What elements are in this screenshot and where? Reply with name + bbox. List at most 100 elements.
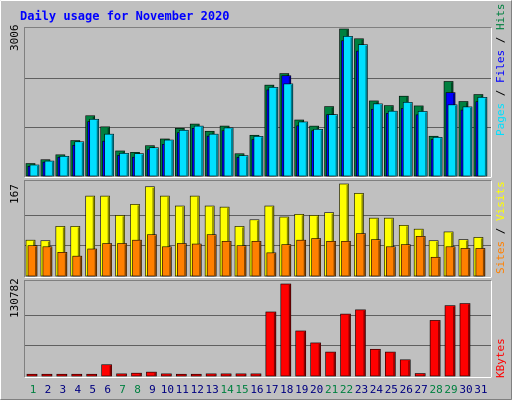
pages-bar-20 — [313, 128, 323, 177]
kbytes-bar-25-fill — [385, 351, 396, 377]
x-axis-labels: 1 2 3 4 5 6 7 8 9 10 11 12 13 14 15 16 17 18 19 20 21 22 23 24 2… — [30, 383, 488, 396]
pages-bar-6 — [104, 133, 114, 177]
kbytes-bar-29-shade — [453, 306, 455, 376]
pages-bar-10-fill — [164, 139, 174, 177]
pages-bar-31-shade — [484, 98, 487, 176]
x-label-8: 8 — [134, 383, 141, 396]
sites-bar-14-shade — [229, 242, 231, 276]
sites-bar-22 — [341, 240, 351, 277]
pages-bar-29-shade — [455, 105, 457, 176]
pages-bar-14-fill — [223, 127, 234, 177]
pages-bar-9-fill — [149, 147, 159, 177]
pages-bar-19-shade — [305, 122, 308, 176]
sites-bar-2-shade — [49, 247, 52, 276]
legend-visits: Visits — [494, 181, 507, 221]
kbytes-bar-23 — [355, 309, 366, 377]
x-label-11: 11 — [176, 383, 189, 396]
kbytes-bar-26-shade — [408, 360, 410, 376]
kbytes-bar-19 — [295, 330, 307, 377]
kbytes-bar-18 — [280, 283, 292, 377]
pages-bar-22 — [343, 36, 353, 177]
pages-bar-13-shade — [216, 135, 218, 176]
legend-visits-sites: Sites / Visits — [494, 181, 507, 274]
kbytes-bar-26-fill — [399, 359, 411, 377]
x-label-18: 18 — [280, 383, 293, 396]
kbytes-bar-10 — [161, 373, 172, 377]
legend-kbytes: KBytes — [494, 338, 507, 378]
sites-bar-11 — [177, 243, 187, 277]
pages-bar-2-fill — [44, 160, 55, 177]
pages-bar-18-shade — [290, 84, 293, 176]
x-label-16: 16 — [250, 383, 263, 396]
visits-bar-12-shade — [197, 197, 199, 276]
sites-bar-26-shade — [408, 245, 410, 276]
pages-bar-8 — [134, 153, 144, 177]
kbytes-ymax-label: 130782 — [8, 278, 21, 318]
pages-bar-31-fill — [477, 97, 488, 177]
kbytes-bar-23-shade — [363, 310, 365, 376]
kbytes-bar-10-shade — [169, 374, 171, 376]
pages-bar-6-shade — [111, 135, 114, 176]
pages-bar-13-fill — [208, 133, 219, 177]
kbytes-bar-30-fill — [459, 303, 471, 377]
pages-bar-11-shade — [186, 131, 188, 176]
kbytes-bar-3 — [56, 373, 68, 377]
kbytes-bar-2 — [41, 373, 53, 377]
sites-bar-9 — [147, 234, 157, 277]
sites-bar-9-shade — [154, 235, 156, 276]
pages-bar-7-shade — [126, 154, 129, 176]
sites-bar-5 — [87, 248, 98, 277]
x-label-2: 2 — [45, 383, 52, 396]
x-label-3: 3 — [60, 383, 67, 396]
pages-bar-17-shade — [275, 88, 278, 176]
kbytes-bar-12-shade — [199, 375, 201, 376]
sites-bar-21 — [326, 240, 336, 277]
sites-bar-23-shade — [363, 234, 365, 276]
x-label-26: 26 — [400, 383, 413, 396]
pages-bar-27-fill — [417, 111, 428, 177]
pages-bar-18-fill — [283, 83, 294, 177]
kbytes-bar-15-fill — [235, 373, 247, 377]
kbytes-bar-22 — [340, 313, 351, 377]
kbytes-bar-24-shade — [378, 350, 380, 376]
kbytes-bar-8-fill — [131, 372, 142, 377]
visits-ymax-label: 167 — [8, 184, 21, 204]
legend-files: Files — [494, 50, 507, 83]
kbytes-bar-6-fill — [101, 364, 112, 377]
pages-bar-5-fill — [89, 118, 100, 177]
sites-bar-12-shade — [199, 245, 201, 276]
sites-bar-9-fill — [147, 234, 157, 277]
sites-bar-1-shade — [35, 246, 37, 276]
kbytes-bar-24 — [370, 348, 381, 377]
sites-bar-13-fill — [206, 234, 217, 277]
sites-bar-6-shade — [109, 244, 112, 276]
sites-bar-2-fill — [42, 246, 53, 277]
sites-bar-14 — [221, 240, 232, 277]
kbytes-bar-10-fill — [161, 373, 172, 377]
pages-bar-28-fill — [432, 137, 443, 177]
sites-bar-11-fill — [177, 243, 187, 277]
pages-bar-19-fill — [298, 121, 309, 177]
kbytes-bar-2-shade — [49, 375, 52, 376]
sites-bar-4-shade — [79, 257, 82, 276]
sites-bar-22-fill — [341, 240, 351, 277]
sites-bar-21-shade — [333, 242, 336, 276]
visits-bar-22-shade — [346, 185, 349, 276]
sites-bar-30 — [460, 248, 471, 277]
kbytes-bar-13-fill — [205, 373, 217, 377]
sites-bar-26 — [400, 244, 411, 277]
pages-bar-23-shade — [365, 45, 367, 177]
x-label-1: 1 — [30, 383, 37, 396]
x-label-9: 9 — [149, 383, 156, 396]
kbytes-bar-16 — [250, 373, 262, 377]
sites-bar-19 — [296, 239, 307, 277]
x-label-17: 17 — [265, 383, 278, 396]
kbytes-bar-28-fill — [429, 320, 441, 377]
pages-bar-29-fill — [447, 104, 458, 177]
kbytes-bar-25-shade — [393, 353, 395, 376]
pages-bar-10-shade — [171, 141, 173, 176]
visits-bar-6-shade — [107, 197, 110, 276]
pages-bar-15 — [238, 155, 249, 177]
kbytes-bar-12-fill — [190, 373, 202, 377]
pages-bar-21 — [328, 114, 338, 177]
